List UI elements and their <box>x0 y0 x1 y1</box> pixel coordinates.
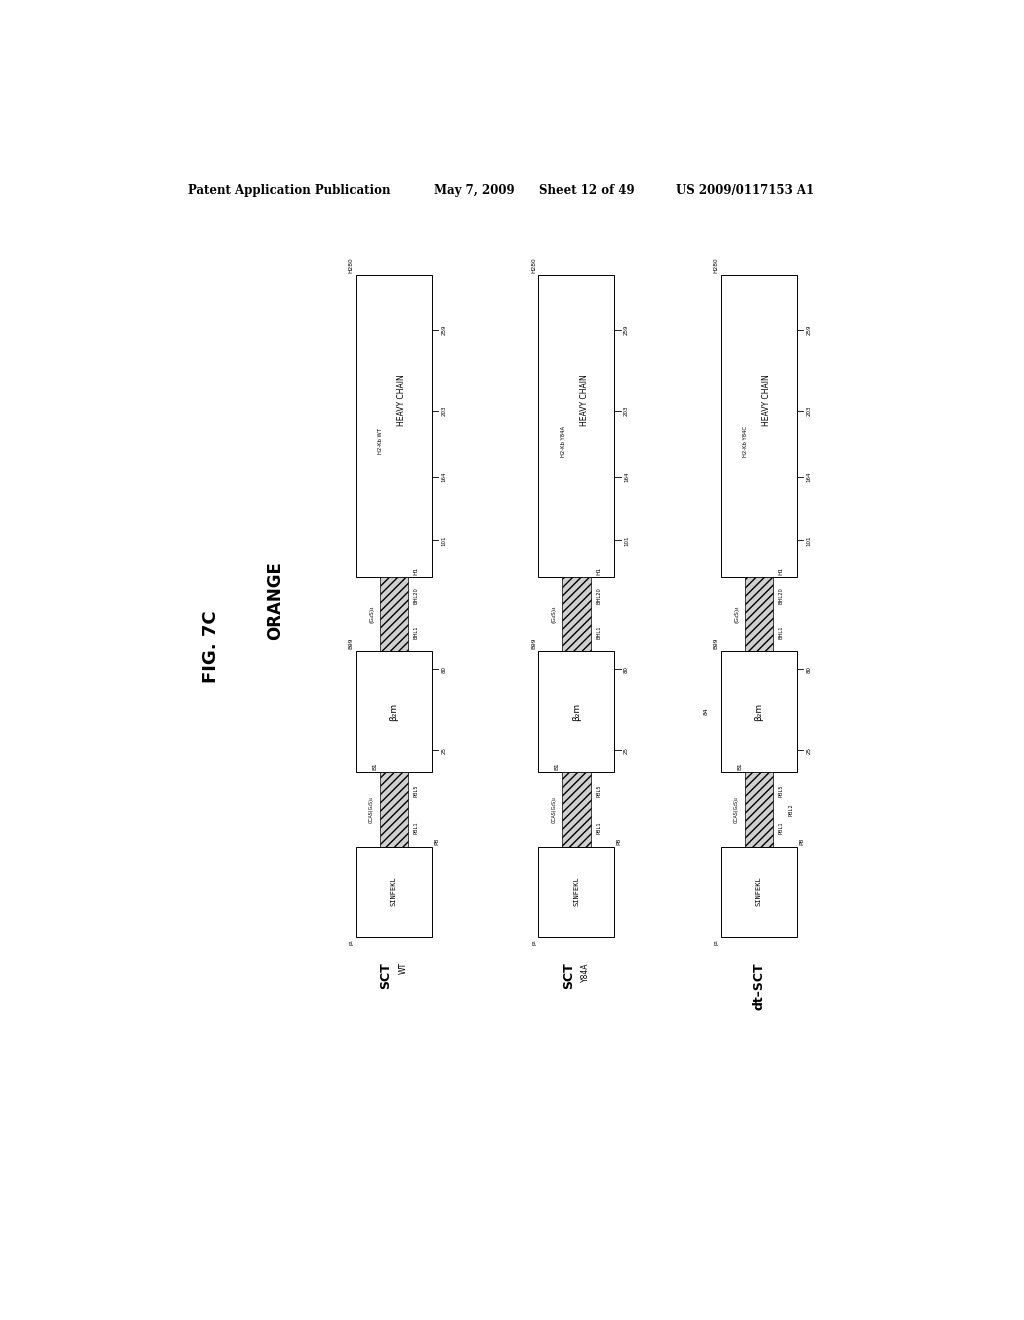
Text: CCAS(G₄S)₄: CCAS(G₄S)₄ <box>552 796 557 822</box>
Text: PBL1: PBL1 <box>778 822 783 834</box>
Text: BHL1: BHL1 <box>778 626 783 639</box>
Text: 80: 80 <box>441 665 446 673</box>
Text: 259: 259 <box>624 325 629 335</box>
Text: H1: H1 <box>778 566 783 574</box>
Bar <box>721 651 797 772</box>
Text: B99: B99 <box>531 638 536 649</box>
Text: 164: 164 <box>624 473 629 482</box>
Text: BHL20: BHL20 <box>414 587 419 603</box>
Text: β₂m: β₂m <box>571 702 581 721</box>
Text: FIG. 7C: FIG. 7C <box>203 610 220 682</box>
Bar <box>539 276 614 577</box>
Text: SCT: SCT <box>562 962 574 989</box>
Text: 80: 80 <box>807 665 811 673</box>
Text: ORANGE: ORANGE <box>266 561 284 640</box>
Text: BHL1: BHL1 <box>596 626 601 639</box>
Text: 101: 101 <box>441 535 446 545</box>
Text: β₂m: β₂m <box>389 702 398 721</box>
Text: H2-Kb Y84A: H2-Kb Y84A <box>560 425 565 457</box>
Text: PBL1: PBL1 <box>414 822 419 834</box>
Bar <box>744 577 773 651</box>
Text: B1: B1 <box>737 763 742 771</box>
Text: BHL20: BHL20 <box>778 587 783 603</box>
Text: PBL5: PBL5 <box>778 784 783 797</box>
Text: H280: H280 <box>348 257 353 273</box>
Text: 259: 259 <box>441 325 446 335</box>
Text: β₂m: β₂m <box>755 702 764 721</box>
Text: SINFEKL: SINFEKL <box>391 876 397 907</box>
Text: p₁: p₁ <box>714 939 719 945</box>
Text: B99: B99 <box>714 638 719 649</box>
Text: (G₄S)₄: (G₄S)₄ <box>369 605 374 623</box>
Bar <box>744 772 773 846</box>
Text: CCAS(G₄S)₄: CCAS(G₄S)₄ <box>734 796 739 822</box>
Text: P8: P8 <box>800 837 804 845</box>
Bar <box>562 577 591 651</box>
Text: SCT: SCT <box>380 962 392 989</box>
Text: PBL5: PBL5 <box>596 784 601 797</box>
Text: P8: P8 <box>616 837 622 845</box>
Bar <box>539 846 614 937</box>
Bar <box>539 651 614 772</box>
Text: 25: 25 <box>441 747 446 754</box>
Bar <box>562 772 591 846</box>
Text: PBL1: PBL1 <box>596 822 601 834</box>
Text: H2-Kb Y84C: H2-Kb Y84C <box>743 425 749 457</box>
Text: 80: 80 <box>624 665 629 673</box>
Text: 84: 84 <box>705 708 709 715</box>
Text: P8: P8 <box>434 837 439 845</box>
Text: H1: H1 <box>414 566 419 574</box>
Text: BHL20: BHL20 <box>596 587 601 603</box>
Text: H280: H280 <box>531 257 536 273</box>
Bar <box>355 651 432 772</box>
Text: 203: 203 <box>441 405 446 416</box>
Text: 259: 259 <box>807 325 811 335</box>
Text: 203: 203 <box>624 405 629 416</box>
Text: 25: 25 <box>624 747 629 754</box>
Text: H280: H280 <box>714 257 719 273</box>
Text: HEAVY CHAIN: HEAVY CHAIN <box>762 375 771 426</box>
Text: Sheet 12 of 49: Sheet 12 of 49 <box>539 185 635 198</box>
Text: HEAVY CHAIN: HEAVY CHAIN <box>580 375 589 426</box>
Text: p₁: p₁ <box>531 939 536 945</box>
Text: H2-Kb WT: H2-Kb WT <box>378 428 383 454</box>
Text: May 7, 2009: May 7, 2009 <box>433 185 514 198</box>
Text: 164: 164 <box>441 473 446 482</box>
Text: BHL1: BHL1 <box>414 626 419 639</box>
Text: 164: 164 <box>807 473 811 482</box>
Text: p₁: p₁ <box>348 939 353 945</box>
Text: dt–SCT: dt–SCT <box>753 962 765 1010</box>
Text: CCAS(G₄S)₄: CCAS(G₄S)₄ <box>369 796 374 822</box>
Text: B1: B1 <box>555 763 560 771</box>
Text: PBL5: PBL5 <box>414 784 419 797</box>
Text: 203: 203 <box>807 405 811 416</box>
Text: B99: B99 <box>348 638 353 649</box>
Bar <box>355 846 432 937</box>
Text: B1: B1 <box>373 763 377 771</box>
Bar <box>721 276 797 577</box>
Text: SINFEKL: SINFEKL <box>756 876 762 907</box>
Text: US 2009/0117153 A1: US 2009/0117153 A1 <box>676 185 814 198</box>
Text: (G₄S)₄: (G₄S)₄ <box>552 605 557 623</box>
Text: (G₄S)₄: (G₄S)₄ <box>734 605 739 623</box>
Bar <box>355 276 432 577</box>
Bar <box>721 846 797 937</box>
Text: Y84A: Y84A <box>582 962 591 982</box>
Text: H1: H1 <box>596 566 601 574</box>
Text: 101: 101 <box>624 535 629 545</box>
Text: SINFEKL: SINFEKL <box>573 876 580 907</box>
Text: 101: 101 <box>807 535 811 545</box>
Bar <box>380 577 409 651</box>
Text: PBL2: PBL2 <box>788 803 794 816</box>
Text: WT: WT <box>399 962 408 974</box>
Bar <box>380 772 409 846</box>
Text: Patent Application Publication: Patent Application Publication <box>187 185 390 198</box>
Text: 25: 25 <box>807 747 811 754</box>
Text: HEAVY CHAIN: HEAVY CHAIN <box>397 375 406 426</box>
